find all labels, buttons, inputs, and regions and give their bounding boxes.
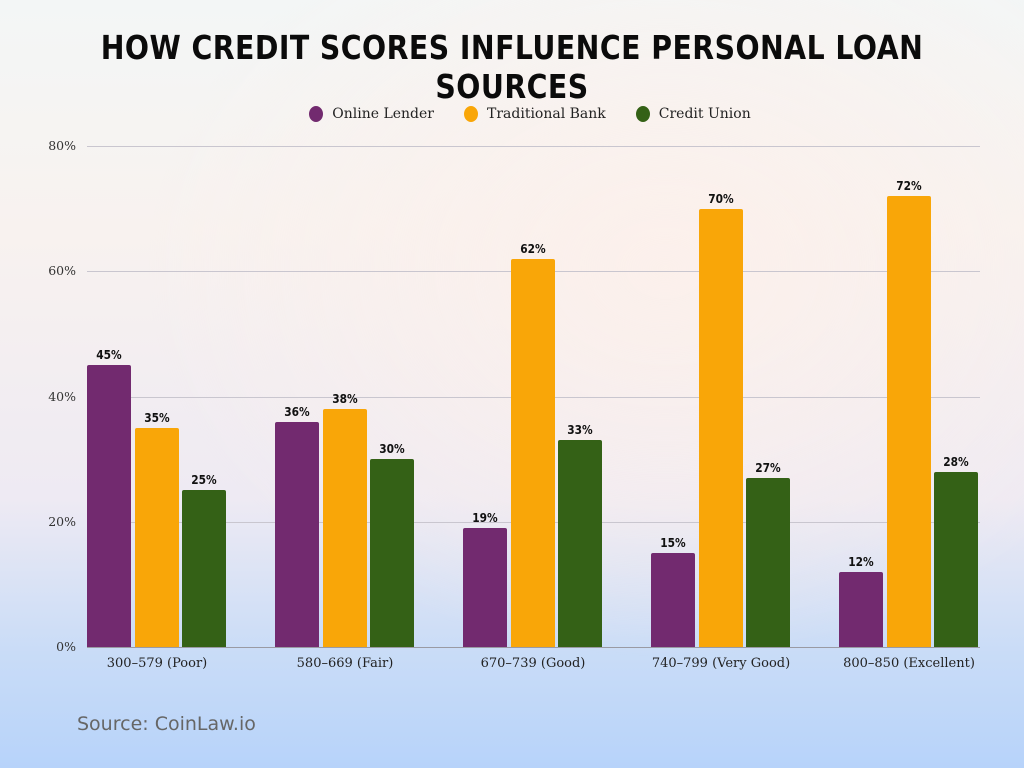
- bar-traditional-bank: [887, 196, 931, 647]
- legend-label: Credit Union: [658, 106, 751, 122]
- chart-title: How Credit Scores Influence Personal Loa…: [100, 28, 924, 106]
- y-tick-label: 80%: [48, 138, 76, 153]
- bar-online-lender: [839, 572, 883, 647]
- bar-credit-union: [558, 440, 602, 647]
- bar-online-lender: [87, 365, 131, 647]
- y-tick-label: 0%: [56, 639, 76, 654]
- legend-item-traditional-bank: Traditional Bank: [464, 106, 606, 122]
- x-axis-line: [87, 647, 980, 648]
- bar-traditional-bank: [511, 259, 555, 647]
- legend-item-online-lender: Online Lender: [309, 106, 434, 122]
- legend: Online Lender Traditional Bank Credit Un…: [18, 106, 1024, 122]
- x-tick-label: 670–739 (Good): [480, 656, 586, 671]
- bar-value-label: 25%: [191, 472, 217, 487]
- bar-online-lender: [275, 422, 319, 647]
- bar-value-label: 35%: [144, 410, 170, 425]
- bar-credit-union: [746, 478, 790, 647]
- bar-value-label: 38%: [332, 391, 358, 406]
- legend-item-credit-union: Credit Union: [635, 106, 751, 122]
- gridline: [87, 146, 980, 147]
- x-tick-label: 740–799 (Very Good): [651, 656, 791, 671]
- bar-value-label: 72%: [896, 178, 922, 193]
- bar-value-label: 45%: [96, 347, 122, 362]
- bar-value-label: 36%: [284, 404, 310, 419]
- bar-value-label: 12%: [848, 554, 874, 569]
- bar-value-label: 19%: [472, 510, 498, 525]
- y-tick-label: 60%: [48, 263, 76, 278]
- bar-value-label: 27%: [755, 460, 781, 475]
- source-note: Source: CoinLaw.io: [77, 713, 256, 735]
- bar-value-label: 62%: [520, 241, 546, 256]
- legend-dot-traditional-bank: [464, 106, 478, 122]
- bar-traditional-bank: [323, 409, 367, 647]
- bar-value-label: 30%: [379, 441, 405, 456]
- bar-online-lender: [463, 528, 507, 647]
- legend-dot-credit-union: [635, 106, 650, 122]
- bar-online-lender: [651, 553, 695, 647]
- bar-value-label: 70%: [708, 191, 734, 206]
- bar-traditional-bank: [135, 428, 179, 647]
- bar-value-label: 28%: [943, 454, 969, 469]
- x-tick-label: 300–579 (Poor): [106, 656, 208, 671]
- legend-label: Traditional Bank: [487, 106, 606, 122]
- bar-credit-union: [934, 472, 978, 647]
- legend-dot-online-lender: [309, 106, 324, 122]
- bar-credit-union: [370, 459, 414, 647]
- bar-credit-union: [182, 490, 226, 647]
- bar-traditional-bank: [699, 209, 743, 647]
- bar-value-label: 15%: [660, 535, 686, 550]
- y-tick-label: 40%: [48, 389, 76, 404]
- x-tick-label: 580–669 (Fair): [296, 656, 394, 671]
- legend-label: Online Lender: [332, 106, 434, 122]
- y-tick-label: 20%: [48, 514, 76, 529]
- bar-value-label: 33%: [567, 422, 593, 437]
- x-tick-label: 800–850 (Excellent): [843, 656, 975, 671]
